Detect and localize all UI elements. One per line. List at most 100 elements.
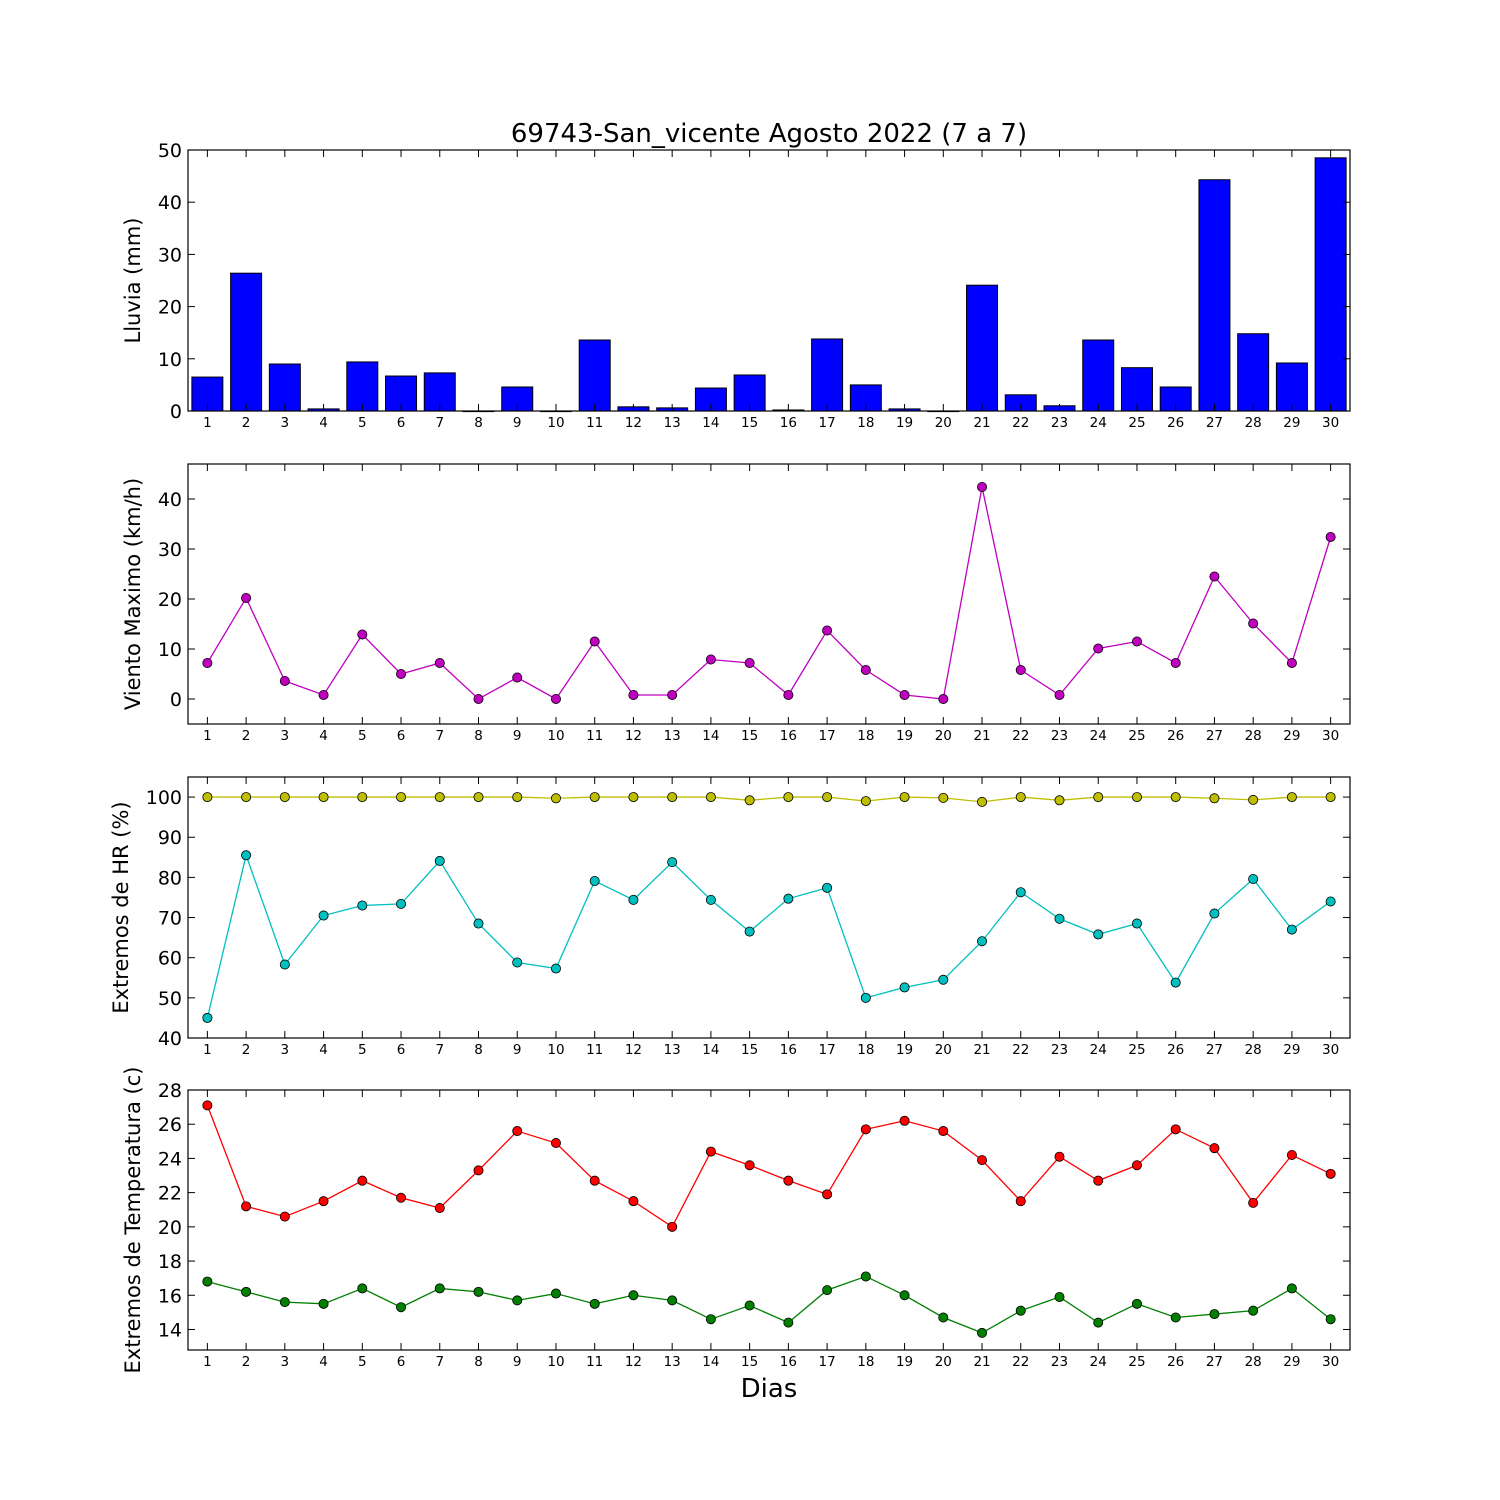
xtick-label: 11	[586, 728, 603, 744]
bar-day-28	[1237, 333, 1270, 412]
xtick-label: 1	[203, 728, 212, 744]
xtick-label: 26	[1167, 1042, 1184, 1058]
xtick-label: 16	[780, 415, 797, 431]
xtick-label: 25	[1128, 1042, 1145, 1058]
xtick-label: 13	[664, 1042, 681, 1058]
point-s1-day-4	[318, 690, 329, 701]
point-s2-day-6	[396, 898, 407, 909]
xtick-label: 10	[547, 1042, 564, 1058]
y-axis-label: Viento Maximo (km/h)	[121, 478, 145, 710]
point-s2-day-27	[1209, 908, 1220, 919]
bar-day-3	[268, 363, 301, 412]
point-s1-day-29	[1286, 1150, 1297, 1161]
ytick-label: 28	[158, 1080, 182, 1102]
xtick-label: 14	[702, 1042, 719, 1058]
point-s1-day-18	[860, 665, 871, 676]
series-line-1	[206, 1105, 1331, 1228]
xtick-label: 23	[1051, 1042, 1068, 1058]
xtick-label: 7	[435, 1042, 444, 1058]
ytick-label: 80	[158, 867, 182, 889]
point-s1-day-19	[899, 792, 910, 803]
xtick-label: 25	[1128, 1354, 1145, 1370]
xtick-label: 1	[203, 415, 212, 431]
point-s1-day-26	[1170, 658, 1181, 669]
bar-day-21	[966, 284, 999, 412]
xtick-label: 18	[857, 728, 874, 744]
point-s1-day-30	[1325, 532, 1336, 543]
xtick-label: 24	[1090, 728, 1107, 744]
xtick-label: 22	[1012, 415, 1029, 431]
point-s1-day-2	[241, 1201, 252, 1212]
ytick-label: 0	[170, 689, 182, 711]
point-s1-day-9	[512, 1126, 523, 1137]
xtick-label: 24	[1090, 1042, 1107, 1058]
point-s1-day-18	[860, 796, 871, 807]
point-s1-day-19	[899, 690, 910, 701]
xtick-label: 15	[741, 728, 758, 744]
point-s1-day-10	[550, 793, 561, 804]
xtick-label: 25	[1128, 415, 1145, 431]
point-s1-day-11	[589, 792, 600, 803]
point-s2-day-6	[396, 1302, 407, 1313]
point-s2-day-4	[318, 910, 329, 921]
xtick-label: 27	[1206, 415, 1223, 431]
point-s1-day-8	[473, 1165, 484, 1176]
point-s1-day-5	[357, 629, 368, 640]
point-s1-day-16	[783, 1175, 794, 1186]
point-s1-day-30	[1325, 792, 1336, 803]
point-s1-day-21	[977, 1155, 988, 1166]
xtick-label: 12	[625, 1042, 642, 1058]
xtick-label: 3	[281, 728, 290, 744]
ytick-label: 26	[158, 1114, 182, 1136]
point-s2-day-14	[705, 894, 716, 905]
series-line-2	[207, 1275, 1332, 1334]
bar-day-27	[1198, 179, 1231, 412]
ytick-label: 14	[158, 1319, 182, 1341]
point-s1-day-20	[938, 694, 949, 705]
point-s2-day-23	[1054, 913, 1065, 924]
bar-day-11	[578, 339, 611, 412]
ytick-label: 40	[158, 192, 182, 214]
xtick-label: 24	[1090, 1354, 1107, 1370]
point-s1-day-22	[1015, 792, 1026, 803]
point-s2-day-7	[434, 1283, 445, 1294]
xtick-label: 28	[1245, 728, 1262, 744]
xtick-label: 15	[741, 415, 758, 431]
point-s1-day-9	[512, 672, 523, 683]
point-s1-day-17	[822, 625, 833, 636]
xtick-label: 4	[319, 415, 328, 431]
point-s2-day-2	[241, 850, 252, 861]
point-s2-day-25	[1131, 1298, 1142, 1309]
point-s1-day-23	[1054, 1151, 1065, 1162]
series-line-2	[206, 853, 1332, 1019]
xtick-label: 21	[973, 1354, 990, 1370]
point-s1-day-12	[628, 1196, 639, 1207]
ytick-label: 10	[158, 349, 182, 371]
y-axis-label: Lluvia (mm)	[121, 218, 145, 344]
point-s2-day-1	[202, 1012, 213, 1023]
point-s1-day-25	[1131, 1160, 1142, 1171]
point-s1-day-2	[241, 792, 252, 803]
point-s1-day-5	[357, 1175, 368, 1186]
xtick-label: 25	[1128, 728, 1145, 744]
xtick-label: 19	[896, 415, 913, 431]
point-s1-day-4	[318, 792, 329, 803]
point-s2-day-25	[1131, 918, 1142, 929]
xtick-label: 2	[242, 415, 251, 431]
ytick-label: 16	[158, 1285, 182, 1307]
point-s1-day-30	[1325, 1168, 1336, 1179]
xtick-label: 13	[664, 1354, 681, 1370]
point-s2-day-1	[202, 1276, 213, 1287]
point-s2-day-28	[1248, 1305, 1259, 1316]
xtick-label: 19	[896, 1042, 913, 1058]
xtick-label: 20	[935, 1354, 952, 1370]
point-s1-day-18	[860, 1124, 871, 1135]
point-s1-day-21	[977, 796, 988, 807]
xtick-label: 4	[319, 728, 328, 744]
point-s2-day-24	[1093, 929, 1104, 940]
xtick-label: 9	[513, 415, 522, 431]
point-s1-day-28	[1248, 794, 1259, 805]
